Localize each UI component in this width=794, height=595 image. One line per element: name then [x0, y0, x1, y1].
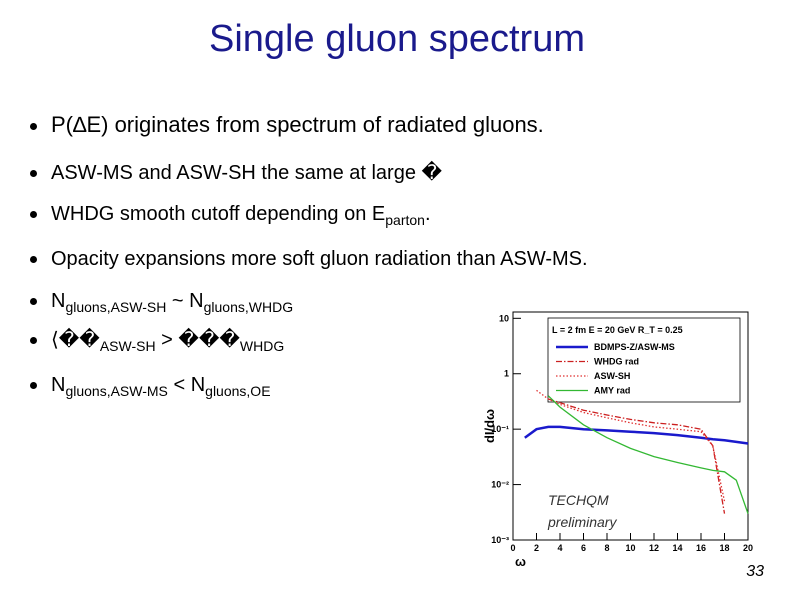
bullet-dot [30, 256, 37, 264]
bullet: WHDG smooth cutoff depending on Eparton. [30, 203, 431, 228]
bullet-text: N [51, 374, 66, 396]
bullet-text: Opacity expansions more soft gluon radia… [51, 248, 588, 270]
watermark: TECHQM preliminary [547, 492, 617, 530]
y-tick-label: 10⁻¹ [491, 424, 509, 434]
subscript: ASW-SH [99, 338, 156, 354]
x-tick-label: 10 [625, 543, 635, 553]
bullet-text: . [424, 203, 431, 225]
bullet-text: ~ N [166, 290, 204, 312]
bullet-dot [30, 211, 37, 219]
subscript: WHDG [239, 338, 285, 354]
annotation: L = 2 fm E = 20 GeV R_T = 0.25 [552, 325, 683, 335]
bullet-text: < N [167, 374, 206, 396]
x-tick-label: 8 [604, 543, 609, 553]
slide-title: Single gluon spectrum [209, 18, 585, 60]
y-tick-label: 10⁻³ [491, 535, 509, 545]
x-tick-label: 20 [743, 543, 753, 553]
x-tick-label: 2 [534, 543, 539, 553]
bullet-dot [30, 382, 37, 390]
bullet: Ngluons,ASW-MS < Ngluons,OE [30, 374, 271, 399]
x-tick-label: 14 [672, 543, 682, 553]
x-axis-label: ω [515, 554, 526, 569]
legend-label: AMY rad [594, 386, 630, 396]
y-tick-label: 10⁻² [491, 480, 509, 490]
series-line [524, 425, 749, 445]
subscript: gluons,OE [205, 383, 271, 399]
bullet-text: P(∆E) originates from spectrum of radiat… [51, 112, 544, 137]
legend-box [547, 317, 741, 403]
bullet-dot [30, 298, 37, 306]
subscript: parton [385, 212, 425, 228]
bullet-text: ASW-MS and ASW-SH the same at large � [51, 162, 443, 184]
y-tick-label: 10 [499, 313, 509, 323]
legend-label: BDMPS-Z/ASW-MS [594, 342, 675, 352]
page-number: 33 [746, 563, 764, 580]
x-tick-label: 18 [719, 543, 729, 553]
bullet-text: N [51, 290, 66, 312]
bullet-dot [30, 337, 37, 345]
x-tick-label: 16 [696, 543, 706, 553]
x-tick-label: 0 [510, 543, 515, 553]
bullet-dot [30, 122, 37, 130]
y-tick-label: 1 [504, 369, 509, 379]
bullet: Opacity expansions more soft gluon radia… [30, 248, 588, 271]
subscript: gluons,ASW-SH [65, 299, 167, 315]
bullet: P(∆E) originates from spectrum of radiat… [30, 112, 544, 138]
legend-label: WHDG rad [594, 357, 639, 367]
y-axis-label: dI/dω [482, 409, 497, 443]
bullet-text: ⟨�� [51, 329, 100, 351]
legend-label: ASW-SH [594, 371, 630, 381]
subscript: gluons,WHDG [203, 299, 294, 315]
bullet: ASW-MS and ASW-SH the same at large � [30, 160, 442, 185]
x-tick-label: 6 [581, 543, 586, 553]
bullet-text: WHDG smooth cutoff depending on E [51, 203, 386, 225]
bullet: ⟨��ASW-SH > ���WHDG [30, 327, 284, 354]
x-tick-label: 12 [649, 543, 659, 553]
series-line [548, 398, 726, 514]
bullet: Ngluons,ASW-SH ~ Ngluons,WHDG [30, 290, 293, 315]
subscript: gluons,ASW-MS [65, 383, 168, 399]
bullet-text: > ��� [155, 329, 240, 351]
series-line [547, 395, 749, 514]
x-tick-label: 4 [557, 543, 562, 553]
bullet-dot [30, 170, 37, 178]
